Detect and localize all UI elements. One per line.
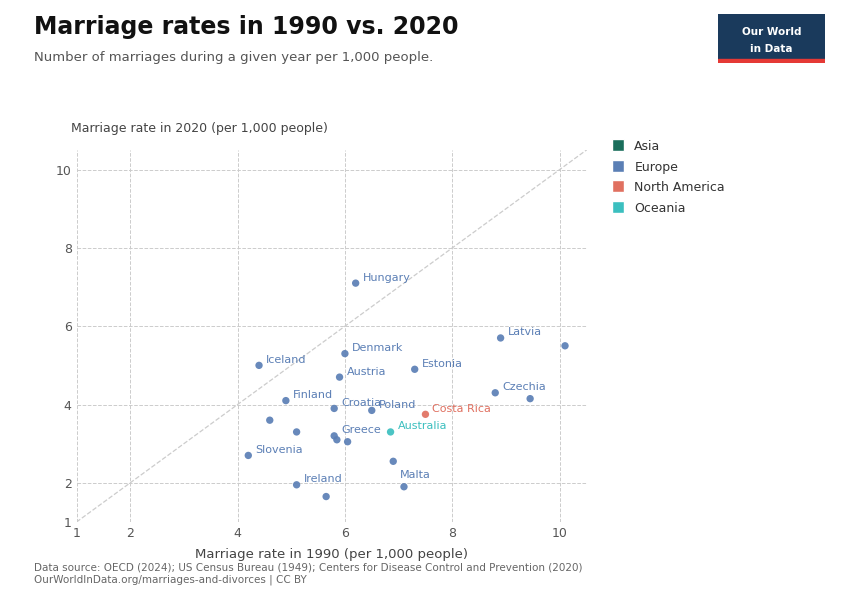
Legend: Asia, Europe, North America, Oceania: Asia, Europe, North America, Oceania [607, 135, 730, 220]
Point [241, 451, 255, 460]
Text: Finland: Finland [292, 390, 333, 400]
Text: Latvia: Latvia [507, 328, 541, 337]
X-axis label: Marriage rate in 1990 (per 1,000 people): Marriage rate in 1990 (per 1,000 people) [195, 548, 468, 561]
Point [263, 415, 276, 425]
Text: Estonia: Estonia [422, 359, 462, 369]
Point [290, 480, 303, 490]
Text: Number of marriages during a given year per 1,000 people.: Number of marriages during a given year … [34, 51, 434, 64]
Point [408, 364, 422, 374]
Point [327, 431, 341, 440]
Point [489, 388, 502, 398]
Point [494, 333, 507, 343]
Point [383, 427, 397, 437]
Text: Iceland: Iceland [266, 355, 307, 365]
Text: Poland: Poland [379, 400, 416, 410]
Point [327, 404, 341, 413]
Text: Slovenia: Slovenia [255, 445, 303, 455]
Point [419, 410, 433, 419]
Text: Czechia: Czechia [502, 382, 546, 392]
Point [365, 406, 378, 415]
Text: Costa Rica: Costa Rica [433, 404, 491, 414]
Point [524, 394, 537, 403]
Text: Malta: Malta [400, 470, 431, 480]
Text: Marriage rates in 1990 vs. 2020: Marriage rates in 1990 vs. 2020 [34, 15, 458, 39]
Point [341, 437, 354, 446]
Point [252, 361, 266, 370]
Text: Australia: Australia [398, 421, 447, 431]
Text: Data source: OECD (2024); US Census Bureau (1949); Centers for Disease Control a: Data source: OECD (2024); US Census Bure… [34, 563, 582, 585]
Text: Our World: Our World [741, 28, 801, 37]
Text: Croatia: Croatia [341, 398, 382, 408]
Text: Greece: Greece [341, 425, 381, 435]
Point [332, 373, 346, 382]
Bar [718, 59, 824, 63]
Point [558, 341, 572, 350]
Text: Hungary: Hungary [363, 272, 411, 283]
Point [290, 427, 303, 437]
Point [330, 435, 343, 445]
Text: Ireland: Ireland [303, 474, 343, 484]
Point [338, 349, 352, 358]
Text: in Data: in Data [750, 44, 792, 54]
Point [397, 482, 411, 491]
Point [348, 278, 362, 288]
Point [279, 396, 292, 406]
Point [320, 492, 333, 502]
Text: Austria: Austria [347, 367, 386, 377]
Text: Denmark: Denmark [352, 343, 403, 353]
Text: Marriage rate in 2020 (per 1,000 people): Marriage rate in 2020 (per 1,000 people) [71, 122, 328, 135]
Point [387, 457, 400, 466]
